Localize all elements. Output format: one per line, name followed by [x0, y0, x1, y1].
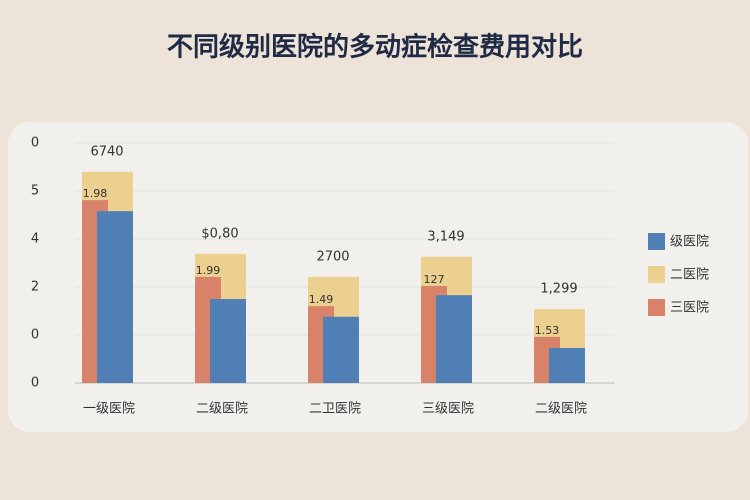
legend-label: 二医院	[670, 268, 709, 283]
legend-swatch	[648, 266, 665, 283]
point-label: 1.98	[83, 187, 108, 200]
y-tick-label: 4	[31, 232, 39, 247]
point-label: 1.99	[196, 264, 221, 277]
legend-label: 三医院	[670, 301, 709, 316]
x-tick-label: 二级医院	[196, 402, 248, 417]
x-tick-label: 二卫医院	[309, 402, 361, 417]
point-label: 1,299	[540, 282, 577, 297]
x-tick-label: 一级医院	[83, 402, 135, 417]
y-tick-label: 2	[31, 280, 39, 295]
bar	[323, 316, 359, 383]
point-label: 2700	[316, 249, 349, 264]
bar	[549, 347, 585, 383]
bar	[97, 211, 133, 383]
x-tick-label: 三级医院	[422, 402, 474, 417]
bar	[436, 295, 472, 383]
point-label: 6740	[90, 144, 123, 159]
chart-title: 不同级别医院的多动症检查费用对比	[167, 32, 583, 63]
bar	[210, 299, 246, 383]
y-tick-label: 0	[31, 376, 39, 391]
point-label: 1.53	[535, 324, 560, 337]
point-label: 127	[424, 273, 445, 286]
legend-swatch	[648, 233, 665, 250]
legend-label: 级医院	[670, 235, 709, 250]
y-tick-label: 0	[31, 328, 39, 343]
point-label: 1.49	[309, 293, 334, 306]
legend-swatch	[648, 299, 665, 316]
point-label: $0,80	[201, 226, 238, 241]
y-tick-label: 5	[31, 184, 39, 199]
x-tick-label: 二级医院	[535, 402, 587, 417]
y-tick-label: 0	[31, 136, 39, 151]
point-label: 3,149	[427, 229, 464, 244]
